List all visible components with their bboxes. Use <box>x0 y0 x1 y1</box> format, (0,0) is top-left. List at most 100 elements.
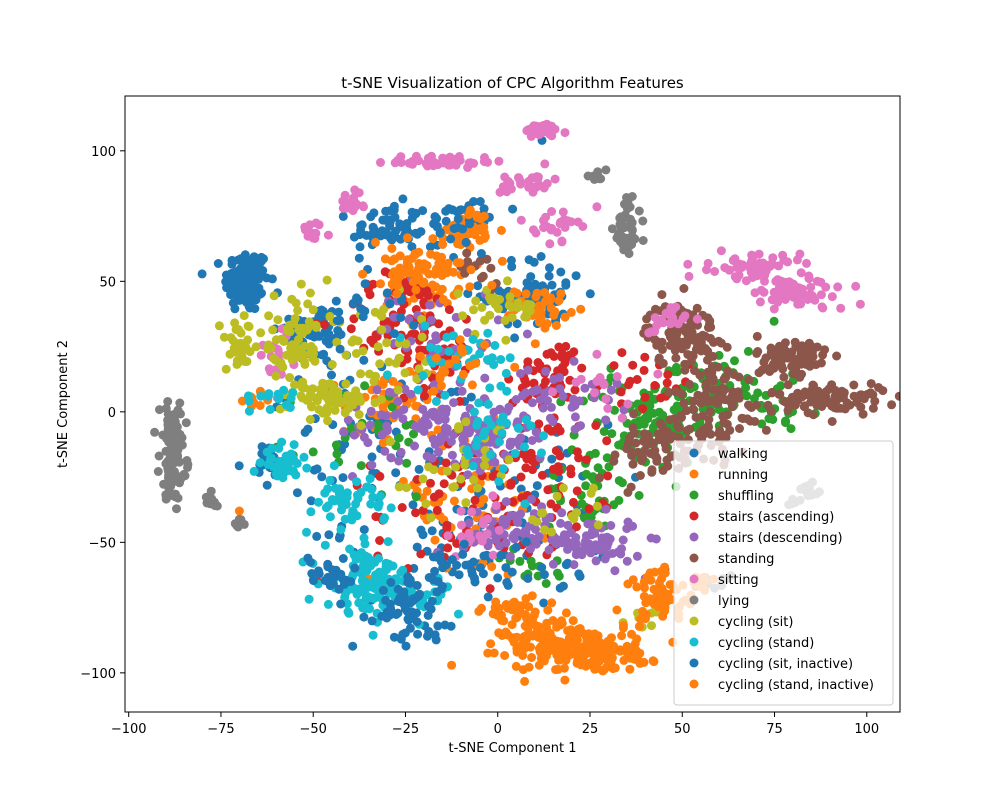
data-point <box>511 613 521 623</box>
data-point <box>173 405 183 415</box>
data-point <box>444 305 454 315</box>
data-point <box>418 206 428 216</box>
data-point <box>501 563 511 573</box>
data-point <box>707 368 717 378</box>
data-point <box>323 572 333 582</box>
data-point <box>346 324 356 334</box>
data-point <box>402 458 412 468</box>
data-point <box>491 501 501 510</box>
data-point <box>745 416 755 426</box>
data-point <box>327 565 337 575</box>
legend-marker <box>689 490 699 500</box>
data-point <box>406 389 416 399</box>
data-point <box>559 663 569 673</box>
data-point <box>330 405 340 415</box>
data-point <box>376 279 385 289</box>
data-point <box>306 341 316 351</box>
data-point <box>553 462 563 472</box>
data-point <box>486 639 496 649</box>
data-point <box>591 421 601 430</box>
data-point <box>405 575 415 585</box>
data-point <box>377 311 387 321</box>
data-point <box>614 476 624 486</box>
data-point <box>395 353 404 363</box>
data-point <box>370 228 380 238</box>
legend-label: walking <box>718 447 768 462</box>
data-point <box>466 534 476 544</box>
data-point <box>537 563 547 572</box>
data-point <box>806 360 816 370</box>
data-point <box>549 351 559 361</box>
data-point <box>765 261 775 271</box>
data-point <box>375 471 385 481</box>
data-point <box>315 384 325 394</box>
data-point <box>500 651 510 660</box>
data-point <box>462 248 472 258</box>
data-point <box>265 405 275 414</box>
data-point <box>626 482 636 492</box>
data-point <box>801 346 811 356</box>
data-point <box>323 501 333 511</box>
data-point <box>625 214 635 224</box>
data-point <box>183 459 193 469</box>
data-point <box>449 331 458 341</box>
data-point <box>238 265 247 275</box>
data-point <box>845 400 855 410</box>
data-point <box>469 475 479 485</box>
data-point <box>738 414 748 423</box>
data-point <box>582 633 592 643</box>
data-point <box>609 641 619 651</box>
data-point <box>382 613 392 623</box>
data-point <box>494 525 504 535</box>
data-point <box>304 317 314 327</box>
data-point <box>510 333 520 343</box>
data-point <box>547 280 557 290</box>
data-point <box>367 556 376 566</box>
data-point <box>545 413 555 423</box>
data-point <box>453 223 463 232</box>
data-point <box>324 530 334 540</box>
data-point <box>532 385 542 395</box>
data-point <box>264 340 273 350</box>
data-point <box>305 415 315 424</box>
data-point <box>408 594 418 604</box>
data-point <box>595 473 604 483</box>
data-point <box>539 183 549 193</box>
data-point <box>607 224 617 234</box>
data-point <box>691 412 701 422</box>
data-point <box>551 446 561 456</box>
data-point <box>606 385 616 395</box>
data-point <box>609 500 619 510</box>
data-point <box>768 253 778 263</box>
data-point <box>241 289 251 299</box>
data-point <box>657 345 667 354</box>
data-point <box>438 563 448 573</box>
data-point <box>368 492 378 502</box>
plot-frame <box>124 95 901 713</box>
data-point <box>463 328 472 338</box>
data-point <box>304 594 314 604</box>
data-point <box>527 398 537 408</box>
data-point <box>387 244 397 253</box>
series-sitting <box>256 119 865 562</box>
data-point <box>546 402 556 412</box>
data-point <box>302 527 311 537</box>
data-point <box>530 607 540 617</box>
data-point <box>423 631 432 641</box>
data-point <box>816 290 826 300</box>
data-point <box>496 381 506 391</box>
data-point <box>468 335 478 344</box>
data-point <box>370 398 380 408</box>
data-point <box>498 464 508 474</box>
data-point <box>539 215 548 225</box>
data-point <box>393 608 403 618</box>
data-point <box>429 465 439 475</box>
data-point <box>228 336 238 346</box>
data-point <box>490 341 500 350</box>
data-point <box>494 156 504 166</box>
data-point <box>607 653 617 663</box>
data-point <box>728 387 738 397</box>
data-point <box>660 606 670 616</box>
data-point <box>808 291 817 301</box>
data-point <box>536 252 546 261</box>
